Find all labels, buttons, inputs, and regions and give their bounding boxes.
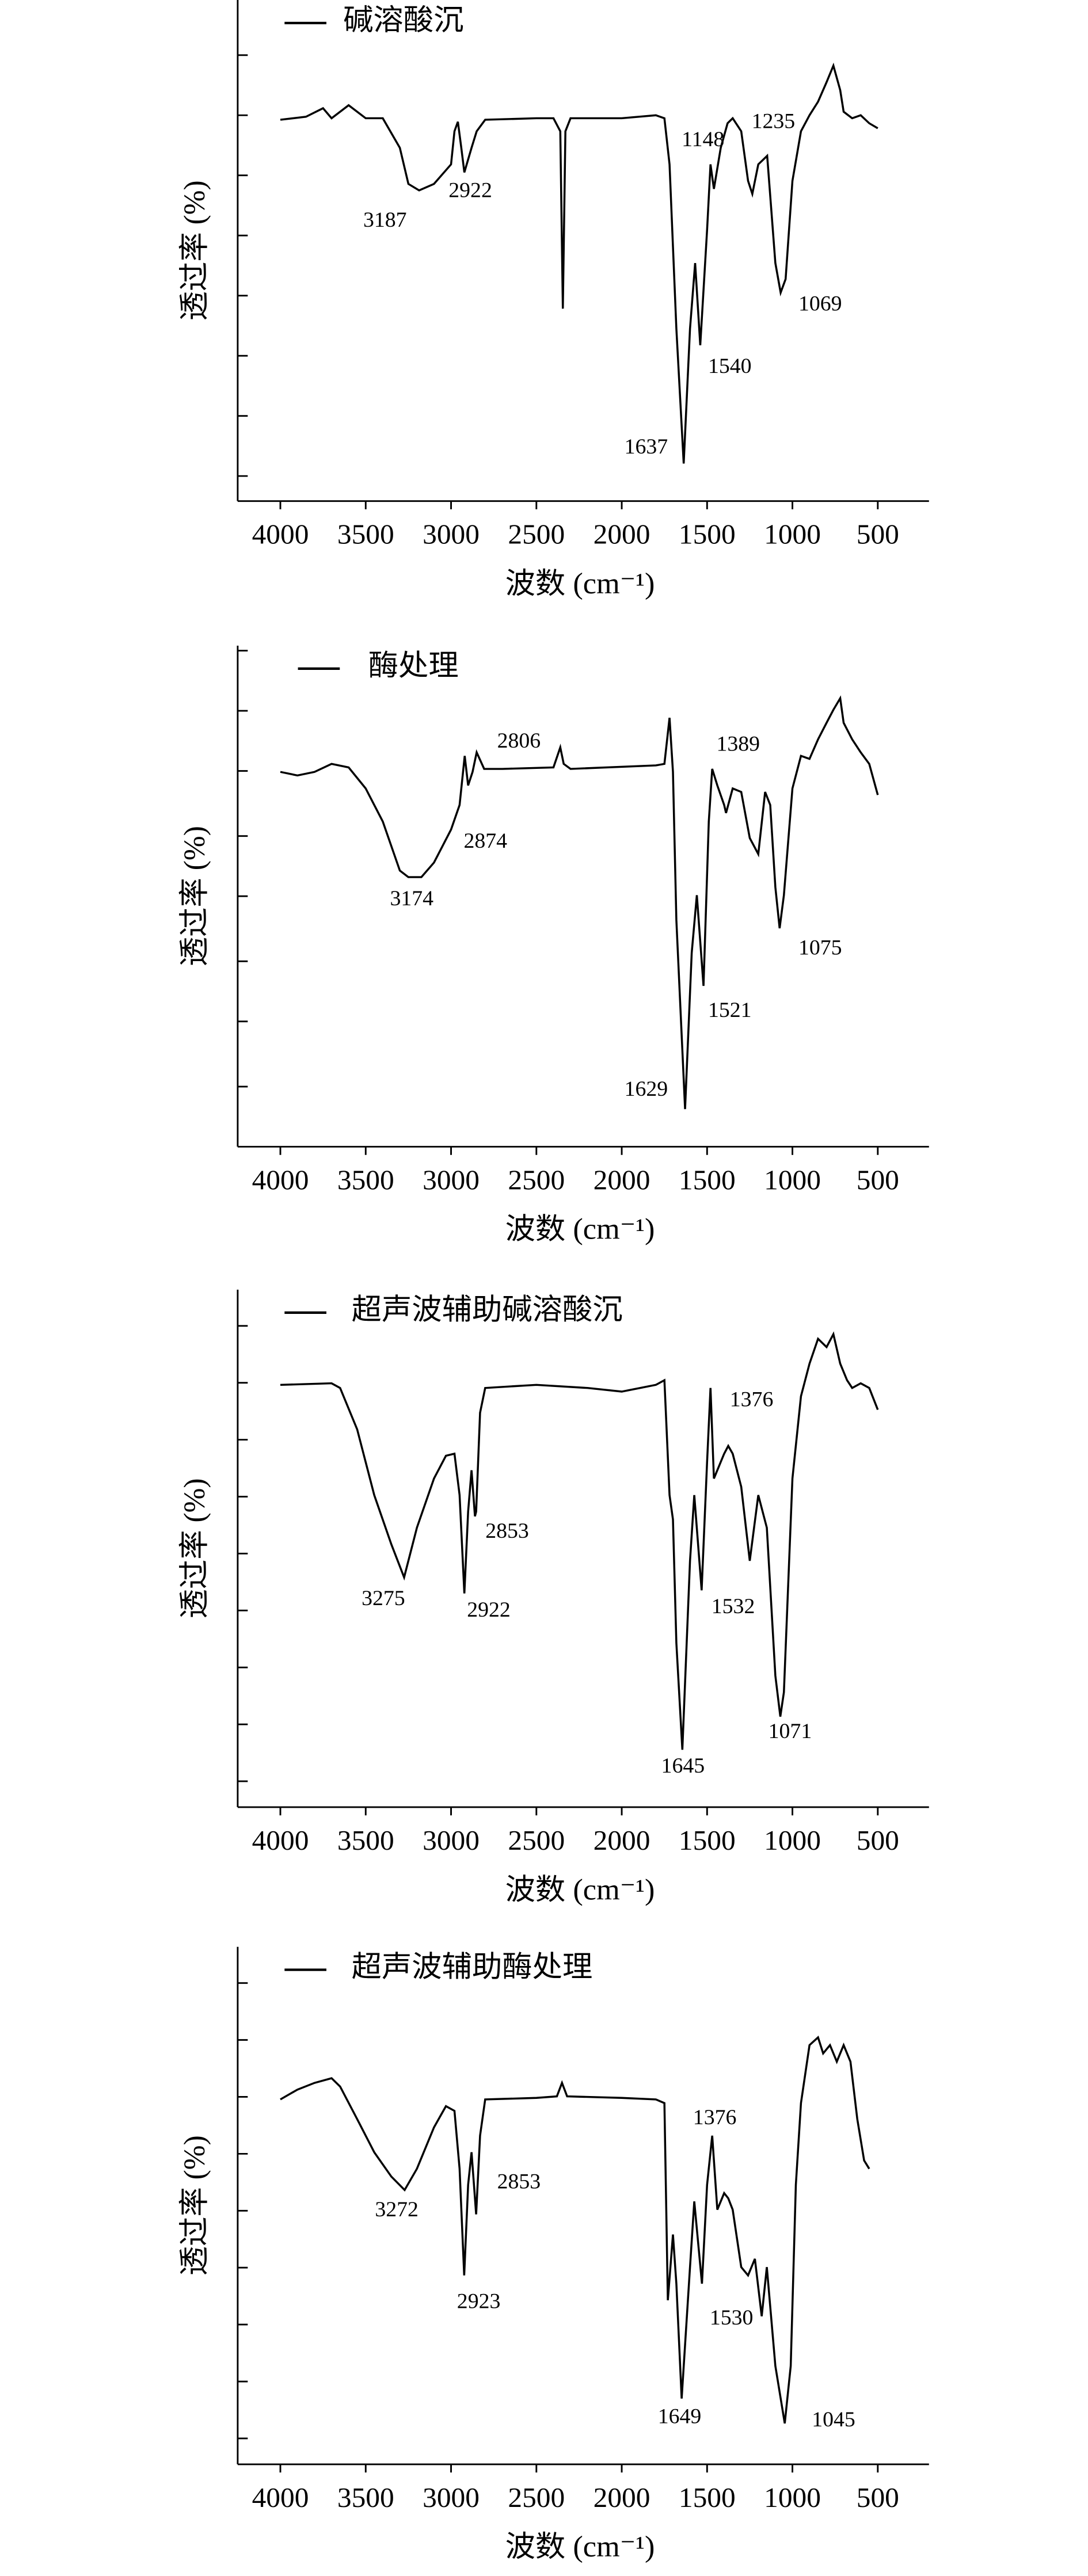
x-tick-label: 2000 xyxy=(594,1824,650,1855)
x-tick-label: 1500 xyxy=(679,1824,736,1855)
peak-annotation: 1649 xyxy=(658,2405,702,2429)
peak-annotation: 1530 xyxy=(710,2306,754,2330)
peak-annotation: 1629 xyxy=(625,1077,668,1101)
y-axis-label: 透过率 (%) xyxy=(178,2135,212,2276)
x-tick-label: 1000 xyxy=(764,519,821,550)
peak-annotation: 1148 xyxy=(682,128,724,151)
x-tick-label: 3000 xyxy=(423,519,480,550)
peak-annotation: 1069 xyxy=(798,292,842,316)
peak-annotation: 3187 xyxy=(363,208,407,232)
x-tick-label: 3500 xyxy=(337,1164,394,1195)
peak-annotation: 2923 xyxy=(457,2290,501,2314)
x-tick-label: 1500 xyxy=(679,519,736,550)
peak-annotation: 2853 xyxy=(497,2170,541,2194)
peak-annotation: 1540 xyxy=(708,355,752,378)
x-tick-label: 4000 xyxy=(252,519,309,550)
x-tick-label: 2500 xyxy=(508,519,565,550)
peak-annotation: 3272 xyxy=(375,2198,419,2221)
x-tick-label: 3000 xyxy=(423,1824,480,1855)
peak-annotation: 1075 xyxy=(798,936,842,960)
peak-annotation: 1376 xyxy=(730,1388,774,1412)
x-tick-label: 3500 xyxy=(337,1824,394,1855)
x-tick-label: 1500 xyxy=(679,2482,736,2513)
peak-annotation: 2806 xyxy=(497,729,541,753)
peak-annotation: 2922 xyxy=(448,179,492,203)
legend-label: 超声波辅助碱溶酸沉 xyxy=(352,1294,623,1326)
x-tick-label: 1000 xyxy=(764,2482,821,2513)
x-tick-label: 1000 xyxy=(764,1164,821,1195)
x-tick-label: 3000 xyxy=(423,1164,480,1195)
x-tick-label: 2500 xyxy=(508,1824,565,1855)
x-tick-label: 2000 xyxy=(594,2482,650,2513)
x-axis-label: 波数 (cm⁻¹) xyxy=(505,2531,655,2563)
peak-annotation: 3174 xyxy=(390,887,434,910)
spectrum-line xyxy=(280,695,879,1110)
x-tick-label: 500 xyxy=(857,519,899,550)
spectrum-line xyxy=(280,2035,870,2424)
x-tick-label: 3000 xyxy=(423,2482,480,2513)
x-tick-label: 3500 xyxy=(337,2482,394,2513)
x-tick-label: 3500 xyxy=(337,519,394,550)
x-axis-label: 波数 (cm⁻¹) xyxy=(505,1874,655,1906)
x-axis-label: 波数 (cm⁻¹) xyxy=(505,1213,655,1245)
peak-annotation: 1045 xyxy=(812,2408,855,2432)
peak-annotation: 1645 xyxy=(661,1754,705,1778)
x-tick-label: 2500 xyxy=(508,1164,565,1195)
legend-label: 酶处理 xyxy=(368,650,459,682)
x-tick-label: 2500 xyxy=(508,2482,565,2513)
y-axis-label: 透过率 (%) xyxy=(178,180,212,321)
peak-annotation: 1637 xyxy=(625,435,668,459)
peak-annotation: 2874 xyxy=(463,829,507,853)
peak-annotation: 2922 xyxy=(467,1598,511,1622)
peak-annotation: 1071 xyxy=(769,1720,812,1743)
x-tick-label: 4000 xyxy=(252,1164,309,1195)
x-tick-label: 500 xyxy=(857,1164,899,1195)
y-axis-label: 透过率 (%) xyxy=(178,826,212,966)
peak-annotation: 1532 xyxy=(712,1595,755,1618)
peak-annotation: 3275 xyxy=(362,1587,405,1610)
x-tick-label: 500 xyxy=(857,2482,899,2513)
x-tick-label: 500 xyxy=(857,1824,899,1855)
x-tick-label: 2000 xyxy=(594,1164,650,1195)
peak-annotation: 2853 xyxy=(485,1519,529,1543)
peak-annotation: 1521 xyxy=(708,999,752,1022)
spectrum-line xyxy=(280,1331,879,1750)
x-tick-label: 1500 xyxy=(679,1164,736,1195)
peak-annotation: 1235 xyxy=(752,110,796,134)
x-tick-label: 4000 xyxy=(252,1824,309,1855)
peak-annotation: 1376 xyxy=(693,2106,737,2129)
spectrum-line xyxy=(280,62,878,464)
x-tick-label: 2000 xyxy=(594,519,650,550)
x-axis-label: 波数 (cm⁻¹) xyxy=(505,567,655,600)
peak-annotation: 1389 xyxy=(717,733,760,756)
x-tick-label: 4000 xyxy=(252,2482,309,2513)
legend-label: 超声波辅助酶处理 xyxy=(352,1951,593,1983)
x-tick-label: 1000 xyxy=(764,1824,821,1855)
y-axis-label: 透过率 (%) xyxy=(178,1478,212,1618)
legend-label: 碱溶酸沉 xyxy=(343,4,463,36)
